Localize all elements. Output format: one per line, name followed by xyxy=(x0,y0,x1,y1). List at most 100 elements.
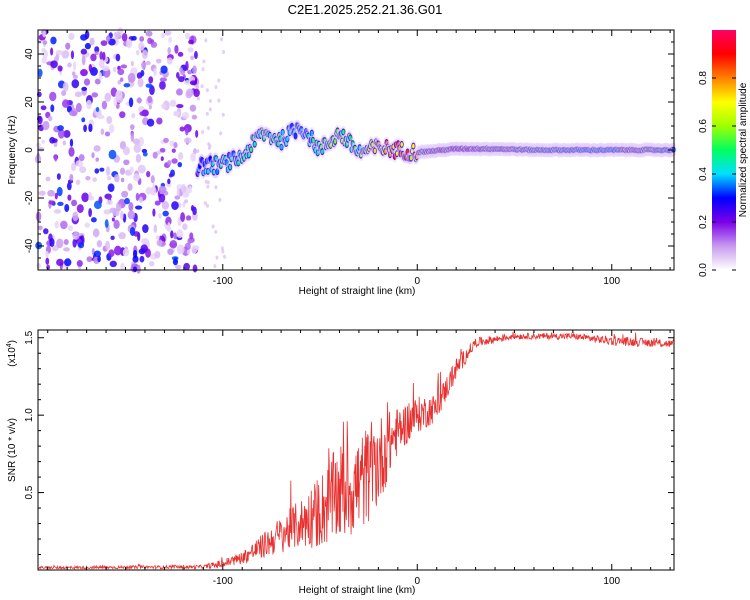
noise-speckle xyxy=(155,235,160,240)
noise-speckle xyxy=(205,88,209,93)
noise-speckle xyxy=(145,83,153,88)
noise-speckle xyxy=(78,154,85,162)
ridge-core xyxy=(225,160,228,165)
noise-speckle xyxy=(137,77,144,88)
noise-speckle xyxy=(104,131,111,137)
ridge-core xyxy=(286,136,289,142)
snr-frame xyxy=(37,329,675,571)
noise-speckle xyxy=(81,192,89,203)
noise-speckle xyxy=(158,193,166,203)
noise-speckle xyxy=(208,99,212,104)
colorbar-tick-label: 0.0 xyxy=(698,263,709,277)
noise-speckle xyxy=(120,210,124,221)
y-tick-label: 0.5 xyxy=(24,485,35,499)
noise-speckle xyxy=(117,68,125,76)
noise-speckle xyxy=(88,207,92,218)
snr-ylabel: SNR (10 * v/v) xyxy=(7,418,18,482)
x-tick-label: -100 xyxy=(213,576,233,587)
chart-title: C2E1.2025.252.21.36.G01 xyxy=(288,2,443,17)
noise-speckle xyxy=(93,250,102,258)
noise-speckle xyxy=(187,69,192,75)
noise-speckle xyxy=(108,149,117,160)
multiplier-base: (x10 xyxy=(7,347,18,367)
noise-speckle xyxy=(84,222,91,228)
noise-speckle xyxy=(102,51,106,61)
y-tick-label: 40 xyxy=(24,48,35,60)
noise-speckle xyxy=(61,50,70,59)
noise-speckle xyxy=(138,196,144,203)
noise-speckle xyxy=(130,132,135,142)
noise-speckle xyxy=(173,257,178,263)
snr-multiplier: (x104) xyxy=(6,340,18,367)
noise-speckle xyxy=(49,238,55,247)
noise-speckle xyxy=(110,235,115,241)
noise-speckle xyxy=(81,86,88,91)
noise-speckle xyxy=(72,231,80,240)
ridge-core xyxy=(400,142,404,147)
noise-speckle xyxy=(158,185,167,195)
noise-speckle xyxy=(180,69,186,76)
noise-speckle xyxy=(204,38,208,43)
noise-speckle xyxy=(194,51,198,60)
ridge-core xyxy=(281,130,284,135)
noise-speckle xyxy=(179,126,185,132)
noise-speckle xyxy=(153,224,158,234)
noise-speckle xyxy=(99,51,103,60)
noise-speckle xyxy=(191,245,198,254)
noise-speckle xyxy=(104,219,109,228)
ridge-core xyxy=(249,147,253,152)
noise-speckle xyxy=(107,183,115,192)
noise-speckle xyxy=(192,65,197,74)
noise-speckle xyxy=(122,213,127,223)
x-tick-label: 100 xyxy=(603,576,620,587)
noise-speckle xyxy=(91,92,99,98)
colorbar-tick-label: 0.2 xyxy=(698,215,709,229)
noise-speckle xyxy=(195,84,200,90)
noise-speckle xyxy=(63,247,70,252)
noise-speckle xyxy=(219,131,223,136)
noise-speckle xyxy=(173,142,178,149)
noise-speckle xyxy=(183,262,191,271)
noise-speckle xyxy=(119,167,126,175)
noise-speckle xyxy=(118,232,126,240)
noise-speckle xyxy=(176,187,180,198)
noise-speckle xyxy=(135,192,140,201)
noise-speckle xyxy=(120,64,128,69)
spectrogram-panel: -100 0 100 -40 -20 0 20 40 Height of straight l… xyxy=(7,27,677,297)
noise-speckle xyxy=(167,248,174,256)
noise-region xyxy=(34,27,227,274)
noise-speckle xyxy=(41,139,45,144)
noise-speckle xyxy=(190,55,195,61)
noise-speckle xyxy=(115,90,123,100)
ridge-core xyxy=(280,144,283,150)
noise-speckle xyxy=(222,49,226,54)
noise-speckle xyxy=(67,62,72,68)
noise-speckle xyxy=(100,40,108,46)
noise-speckle xyxy=(154,200,161,206)
noise-speckle xyxy=(146,118,155,127)
noise-speckle xyxy=(68,32,75,41)
noise-speckle xyxy=(94,168,100,174)
noise-speckle xyxy=(62,140,67,146)
noise-speckle xyxy=(190,205,195,212)
noise-speckle xyxy=(95,106,100,113)
noise-speckle xyxy=(200,84,204,89)
noise-speckle xyxy=(171,201,179,210)
noise-speckle xyxy=(57,65,63,72)
noise-speckle xyxy=(175,88,183,96)
noise-speckle xyxy=(162,210,169,217)
noise-speckle xyxy=(70,50,75,60)
noise-speckle xyxy=(189,80,198,86)
noise-speckle xyxy=(174,44,179,54)
noise-speckle xyxy=(183,137,192,144)
noise-speckle xyxy=(41,47,46,53)
noise-speckle xyxy=(180,212,186,222)
ridge-core xyxy=(253,142,256,147)
noise-speckle xyxy=(105,240,111,251)
noise-speckle xyxy=(105,35,111,42)
noise-speckle xyxy=(84,30,90,40)
colorbar-gradient xyxy=(712,30,736,270)
noise-speckle xyxy=(72,211,79,222)
noise-speckle xyxy=(54,220,59,229)
noise-speckle xyxy=(139,111,146,116)
